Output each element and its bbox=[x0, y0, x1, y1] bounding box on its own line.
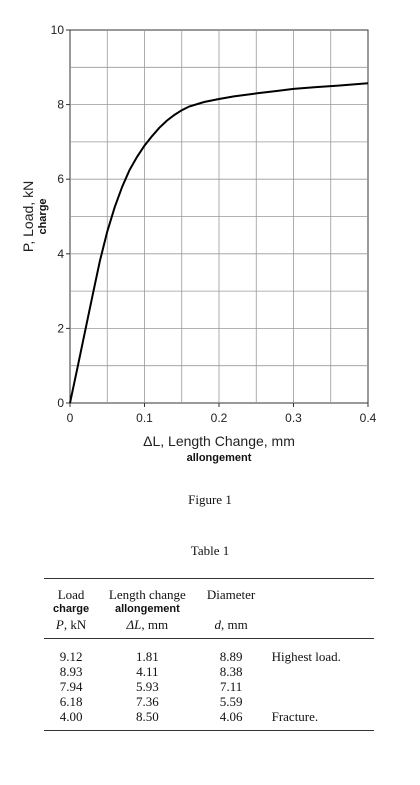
header-sublabel: charge bbox=[53, 603, 90, 615]
x-axis-ticks: 0 0.1 0.2 0.3 0.4 bbox=[67, 403, 377, 425]
table-header-row: Load charge P, kN Length change allongem… bbox=[44, 578, 374, 639]
x-axis-label: ΔL, Length Change, mm bbox=[143, 433, 295, 449]
header-variable: ΔL bbox=[126, 617, 142, 632]
y-tick-label: 10 bbox=[51, 23, 65, 37]
x-tick-label: 0.1 bbox=[136, 411, 153, 425]
cell-length-change: 4.11 bbox=[136, 664, 159, 679]
y-axis-sublabel: charge bbox=[37, 198, 49, 234]
y-tick-label: 4 bbox=[57, 247, 64, 261]
table-caption: Table 1 bbox=[190, 543, 230, 558]
x-axis-sublabel: allongement bbox=[187, 452, 252, 464]
x-tick-label: 0 bbox=[67, 411, 74, 425]
cell-diameter: 4.06 bbox=[219, 709, 243, 724]
y-tick-label: 0 bbox=[57, 396, 64, 410]
x-tick-label: 0.3 bbox=[285, 411, 302, 425]
figure-caption: Figure 1 bbox=[188, 492, 232, 507]
cell-load: 6.18 bbox=[59, 694, 83, 709]
cell-note bbox=[266, 679, 374, 694]
header-sublabel: allongement bbox=[114, 603, 180, 615]
header-length-change: Length change allongement ΔL, mm bbox=[98, 579, 196, 639]
cell-length-change: 5.93 bbox=[135, 679, 159, 694]
table-row: 4.00 8.50 4.06 Fracture. bbox=[44, 709, 374, 731]
header-label: Diameter bbox=[206, 587, 256, 602]
header-variable: d bbox=[214, 617, 221, 632]
load-elongation-chart: 0 0.1 0.2 0.3 0.4 0 2 4 6 8 10 ΔL, Length Change,… bbox=[20, 23, 377, 464]
header-sublabel bbox=[197, 602, 266, 617]
cell-load: 7.94 bbox=[59, 679, 83, 694]
cell-load: 8.93 bbox=[59, 664, 83, 679]
cell-diameter: 8.89 bbox=[219, 649, 243, 664]
table-row: 6.18 7.36 5.59 bbox=[44, 694, 374, 709]
cell-note bbox=[266, 664, 374, 679]
header-load: Load charge P, kN bbox=[44, 579, 98, 639]
header-label: Length change bbox=[108, 587, 186, 602]
header-diameter: Diameter d, mm bbox=[197, 579, 266, 639]
header-notes bbox=[266, 579, 374, 639]
x-tick-label: 0.4 bbox=[360, 411, 377, 425]
cell-load: 4.00 bbox=[59, 709, 83, 724]
x-tick-label: 0.2 bbox=[211, 411, 228, 425]
cell-diameter: 5.59 bbox=[219, 694, 243, 709]
cell-length-change: 1.81 bbox=[135, 649, 159, 664]
table-row: 9.12 1.81 8.89 Highest load. bbox=[44, 639, 374, 665]
cell-length-change: 7.36 bbox=[135, 694, 159, 709]
cell-load: 9.12 bbox=[59, 649, 83, 664]
table-row: 8.93 4.11 8.38 bbox=[44, 664, 374, 679]
load-curve bbox=[69, 82, 369, 404]
cell-note bbox=[266, 694, 374, 709]
y-tick-label: 2 bbox=[57, 321, 64, 335]
data-table-container: Load charge P, kN Length change allongem… bbox=[44, 578, 374, 731]
header-unit: , mm bbox=[220, 617, 248, 632]
cell-diameter: 7.11 bbox=[219, 679, 243, 694]
cell-note: Highest load. bbox=[271, 649, 341, 664]
header-unit: , mm bbox=[141, 617, 169, 632]
grid bbox=[70, 30, 368, 403]
header-variable: P bbox=[55, 617, 64, 632]
table-row: 7.94 5.93 7.11 bbox=[44, 679, 374, 694]
cell-diameter: 8.38 bbox=[219, 664, 243, 679]
header-label: Load bbox=[57, 587, 85, 602]
y-axis-label: P, Load, kN bbox=[20, 181, 36, 252]
data-table: Load charge P, kN Length change allongem… bbox=[44, 578, 374, 731]
y-tick-label: 8 bbox=[57, 98, 64, 112]
header-unit: , kN bbox=[63, 617, 87, 632]
y-tick-label: 6 bbox=[57, 172, 64, 186]
cell-length-change: 8.50 bbox=[135, 709, 159, 724]
y-axis-ticks: 0 2 4 6 8 10 bbox=[51, 23, 70, 410]
cell-note: Fracture. bbox=[271, 709, 319, 724]
